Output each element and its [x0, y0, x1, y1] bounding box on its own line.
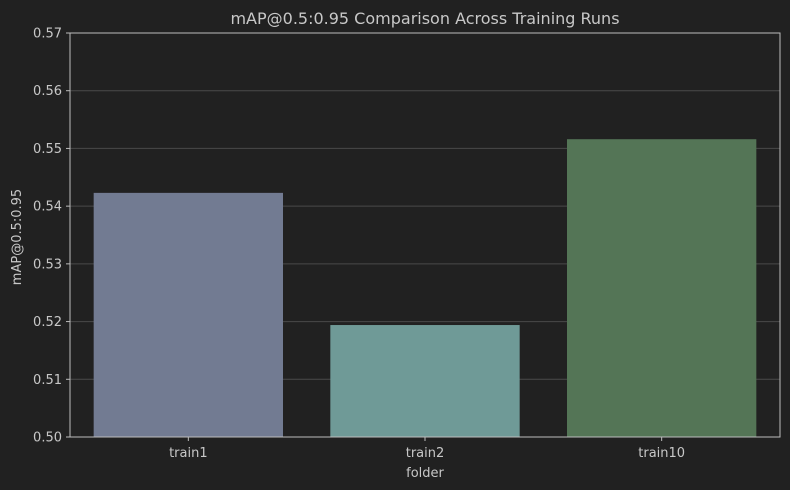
- bar-train10: [567, 139, 757, 438]
- y-tick-label: 0.55: [33, 142, 62, 157]
- y-tick-label: 0.53: [33, 257, 62, 272]
- y-tick-label: 0.56: [33, 84, 62, 99]
- y-tick-label: 0.51: [33, 373, 62, 388]
- bar-train2: [330, 325, 520, 437]
- x-axis-label: folder: [406, 466, 444, 481]
- x-tick-label: train2: [406, 446, 445, 461]
- x-tick-label: train1: [169, 446, 208, 461]
- y-tick-label: 0.52: [33, 315, 62, 330]
- y-axis-ticks: 0.50 0.51 0.52 0.53 0.54 0.55 0.56 0.57: [33, 27, 70, 446]
- y-tick-label: 0.57: [33, 27, 62, 42]
- chart-title: mAP@0.5:0.95 Comparison Across Training …: [230, 9, 619, 28]
- x-axis-ticks: train1 train2 train10: [169, 437, 685, 461]
- y-tick-label: 0.50: [33, 431, 62, 446]
- y-tick-label: 0.54: [33, 200, 62, 215]
- bar-train1: [93, 192, 284, 437]
- y-axis-label: mAP@0.5:0.95: [10, 189, 25, 285]
- x-tick-label: train10: [638, 446, 685, 461]
- bars: [93, 139, 757, 438]
